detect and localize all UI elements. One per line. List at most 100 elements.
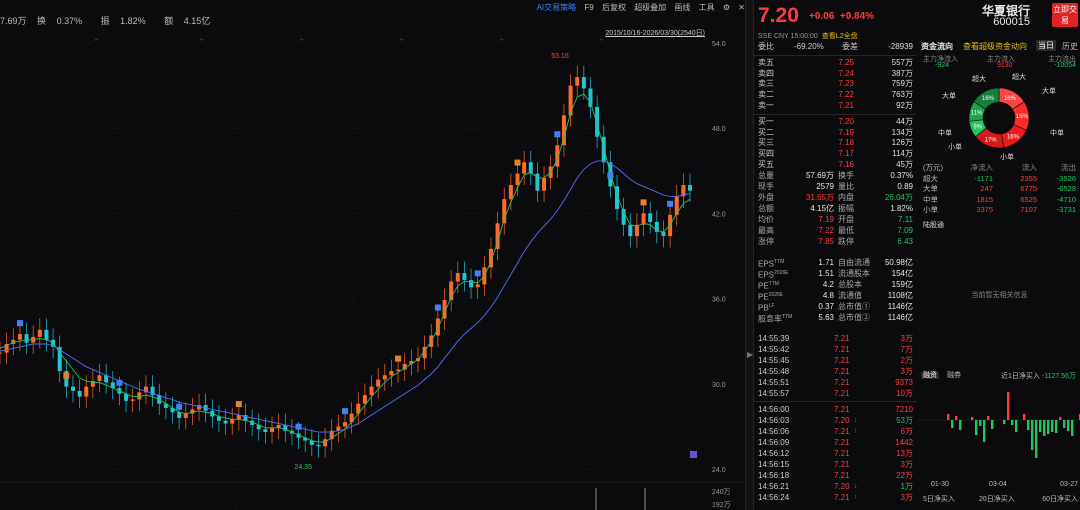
candle-body [382,375,387,380]
margin-bar [1063,420,1066,428]
tab-5d[interactable]: 5日净买入 [923,496,955,503]
margin-bar-chart [919,392,1080,458]
candle-body [183,413,188,418]
tick-row[interactable]: 14:55:51 7.21 9373 [754,377,917,388]
candle-body [316,444,321,447]
kline-chart[interactable]: 54.0 48.0 42.0 36.0 30.0 24.0 ⌐ ⌐ ⌐ ⌐ ⌐ ⌐ 53.16 24.35… [0,36,745,510]
tick-row[interactable]: 14:56:06 7.21 ↑ 6万 [754,426,917,437]
candle-body [130,399,135,401]
donut-pct: 16% [982,96,995,102]
fundamental-name: 股息率 [758,314,782,324]
stat-value: 31.65万 [805,193,834,202]
y-tick-label: 36.0 [712,297,726,304]
signal-marker-icon[interactable] [63,372,70,379]
tick-row[interactable]: 14:55:39 7.21 3万 [754,333,917,344]
tick-price: 7.21 [834,367,850,376]
stat-label: 换手 [838,171,854,180]
super-flow-link[interactable]: 查看超级资金动向 [963,42,1027,51]
tick-row[interactable]: 14:56:00 7.21 7210 [754,404,917,415]
draw-button[interactable]: 画线 [674,3,691,12]
tab-today[interactable]: 当日 [1036,40,1056,51]
tick-volume: 1442 [895,438,913,447]
candle-body [4,344,9,353]
flow-row-label: 超大 [923,173,938,183]
collapse-arrow-icon[interactable]: ▶ [747,350,754,359]
signal-marker-icon[interactable] [514,159,521,166]
tick-row[interactable]: 14:55:57 7.21 10万 [754,388,917,399]
tick-volume: 6万 [900,427,913,436]
tick-row[interactable]: 14:56:03 7.20 ↓ 53万 [754,415,917,426]
candle-body [469,280,474,288]
signal-marker-icon[interactable] [342,408,348,415]
signal-marker-icon[interactable] [474,270,481,277]
tick-row[interactable]: 14:56:21 7.20 ↓ 1万 [754,481,917,492]
panel-separator[interactable]: ▶ [745,0,754,510]
tick-row[interactable]: 14:55:42 7.21 7万 [754,344,917,355]
candle-body [681,185,686,197]
donut-label: 中单 [1050,128,1064,137]
tab-history[interactable]: 历史 [1062,42,1078,51]
candle-body [455,273,460,282]
candle-body [270,427,275,433]
event-marker-icon[interactable]: ⌐ [300,37,304,43]
adjust-button[interactable]: 后复权 [601,3,626,12]
tab-20d[interactable]: 20日净买入 [979,496,1015,503]
tick-row[interactable]: 14:56:15 7.21 3万 [754,459,917,470]
tick-row[interactable]: 14:56:18 7.21 22万 [754,470,917,481]
event-marker-icon[interactable]: ⌐ [400,37,404,43]
tick-row[interactable]: 14:56:09 7.21 1442 [754,437,917,448]
tick-row[interactable]: 14:55:48 7.21 3万 [754,366,917,377]
signal-marker-icon[interactable] [554,131,561,138]
candle-body [110,382,115,389]
date-range[interactable]: 2015/10/16-2026/03/30(2540日) [605,30,705,37]
signal-marker-icon[interactable] [607,172,614,179]
trade-now-button[interactable]: 立即交易 [1052,3,1078,27]
candle-body [283,424,288,431]
signal-marker-icon[interactable] [434,304,441,311]
y-tick-label: 42.0 [712,211,726,218]
l2-link[interactable]: 查看L2全盘 [821,33,858,40]
stat-value: 7.09 [897,226,913,235]
flow-net: -1171 [974,173,993,183]
close-icon[interactable]: ✕ [738,3,745,12]
event-marker-icon[interactable]: ⌐ [200,37,204,43]
signal-marker-icon[interactable] [176,403,183,410]
tick-list[interactable]: 14:55:39 7.21 3万 14:55:42 7.21 7万 14:55:45 7.21… [754,333,917,503]
stat-label: 内盘 [838,193,854,202]
event-marker-icon[interactable]: ⌐ [95,37,99,43]
signal-marker-icon[interactable] [16,320,23,327]
tick-row[interactable]: 14:56:24 7.21 ↑ 3万 [754,492,917,503]
signal-marker-icon[interactable] [640,199,647,206]
candle-body [163,403,168,408]
signal-marker-icon[interactable] [295,423,302,430]
signal-marker-icon[interactable] [667,200,674,207]
ask-price: 7.25 [838,57,854,67]
fundamental-value: 154亿 [891,269,913,278]
candle-body [256,424,261,430]
candle-body [495,223,500,249]
tab-financing[interactable]: 融资 [921,372,939,379]
margin-bar [1015,420,1018,432]
signal-marker-icon[interactable] [395,355,402,362]
candle-body [70,386,75,391]
signal-marker-icon[interactable] [235,401,242,408]
f9-button[interactable]: F9 [584,3,594,12]
settings-icon[interactable]: ⚙ [722,3,731,12]
tab-securities-lending[interactable]: 融券 [946,372,961,379]
stat-row: 涨停 7.85 跌停 6.43 [754,236,917,247]
indicator-f-icon[interactable] [690,451,697,458]
tick-row[interactable]: 14:55:45 7.21 2万 [754,355,917,366]
event-marker-icon[interactable]: ⌐ [500,37,504,43]
fundamental-suffix: 2026E [774,270,789,276]
tick-price: 7.20 [834,416,850,425]
signal-marker-icon[interactable] [116,379,123,386]
event-marker-icon[interactable]: ⌐ [600,37,604,43]
candle-body [674,196,679,215]
tools-button[interactable]: 工具 [698,3,715,12]
flow-table-row: 中单 1815 6525 -4710 [919,195,1080,206]
overlay-button[interactable]: 超级叠加 [634,3,667,12]
tick-row[interactable]: 14:56:12 7.21 13万 [754,448,917,459]
tab-60d[interactable]: 60日净买入 [1042,496,1078,503]
ai-strategy-button[interactable]: AI交易策略 [536,3,577,12]
flow-net: 1815 [976,194,993,204]
